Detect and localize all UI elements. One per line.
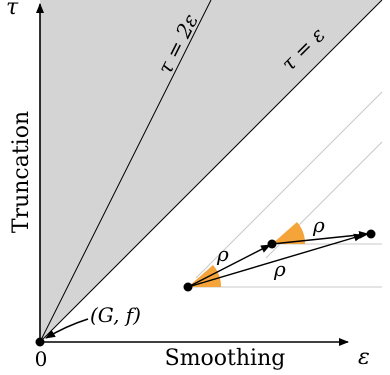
vector-rho-2 (271, 230, 369, 245)
vector-rho-1 (187, 244, 271, 288)
origin-label: 0 (35, 347, 48, 371)
rho-label-1: ρ (216, 242, 229, 266)
point-origin (35, 337, 45, 347)
rho-label-2: ρ (312, 213, 325, 237)
angle-wedge-2 (272, 222, 306, 244)
angle-wedge-1 (188, 265, 222, 287)
point-b (267, 239, 277, 249)
vector-rho-3 (187, 233, 364, 288)
y-axis-label: Truncation (9, 111, 34, 233)
line-tau-eps (39, 0, 383, 343)
line-tau-2eps (39, 0, 212, 343)
point-a (183, 282, 193, 292)
x-axis-symbol: ε (358, 345, 370, 370)
point-label: (G, f) (90, 303, 141, 327)
rho-label-3: ρ (273, 257, 286, 281)
y-axis-symbol: τ (6, 0, 19, 20)
x-axis-label: Smoothing (165, 346, 286, 371)
point-c (366, 229, 376, 239)
origin-pointer-arrow (45, 318, 89, 339)
